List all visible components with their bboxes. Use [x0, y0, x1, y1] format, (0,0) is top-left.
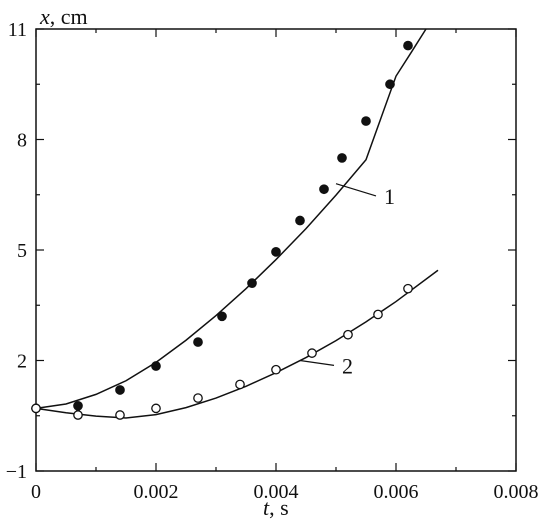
- y-tick-label: 11: [8, 19, 27, 41]
- series-1-point: [361, 116, 371, 126]
- y-tick-label: 5: [17, 240, 27, 262]
- series-1-point: [151, 361, 161, 371]
- series-1-point: [319, 184, 329, 195]
- y-axis-title: x, cm: [39, 4, 88, 29]
- series-1-point: [73, 400, 83, 411]
- y-tick-label: −1: [6, 461, 27, 483]
- series-labels-layer: 12: [299, 183, 395, 378]
- series-2-point: [235, 379, 245, 390]
- x-tick-label: 0.004: [254, 481, 299, 503]
- series-2-label: 2: [342, 353, 353, 378]
- series-2-point: [193, 393, 203, 403]
- series-2-point: [343, 329, 353, 340]
- series-2-point: [73, 410, 83, 420]
- series-1-fit-line: [35, 28, 427, 410]
- x-tick-label: 0.006: [374, 481, 419, 503]
- x-axis-title: t, s: [263, 495, 289, 520]
- series-1-point: [271, 246, 281, 257]
- series-2-point: [115, 410, 125, 420]
- series-2-point: [151, 403, 161, 414]
- series-1-point: [217, 311, 227, 322]
- tick-labels-layer: 0 0.002 0.004 0.006 0.008 −1 2 5 8 11: [6, 19, 539, 503]
- series-1-label: 1: [384, 184, 395, 209]
- series-1-point: [337, 153, 347, 163]
- series-2-point: [271, 364, 281, 375]
- series-1-point: [403, 40, 413, 51]
- series-1-label-leader: [335, 183, 377, 197]
- series-1-point: [385, 79, 395, 90]
- fit-curves-layer: [35, 28, 439, 419]
- data-points-layer: [31, 40, 413, 420]
- ticks-layer: [35, 28, 517, 472]
- series-2-point: [373, 309, 383, 320]
- series-2-point: [307, 348, 317, 358]
- series-1-point: [115, 385, 125, 395]
- x-tick-label: 0.002: [134, 481, 179, 503]
- x-tick-label: 0.008: [494, 481, 539, 503]
- y-tick-label: 8: [17, 130, 27, 152]
- series-2-point: [31, 403, 41, 414]
- series-2-point: [403, 283, 413, 294]
- series-1-point: [295, 215, 305, 226]
- series-1-point: [247, 278, 257, 288]
- series-2-label-leader: [299, 359, 335, 366]
- y-tick-label: 2: [17, 351, 27, 373]
- series-1-point: [193, 337, 203, 347]
- x-tick-label: 0: [31, 481, 41, 503]
- series-2-fit-line: [35, 269, 439, 419]
